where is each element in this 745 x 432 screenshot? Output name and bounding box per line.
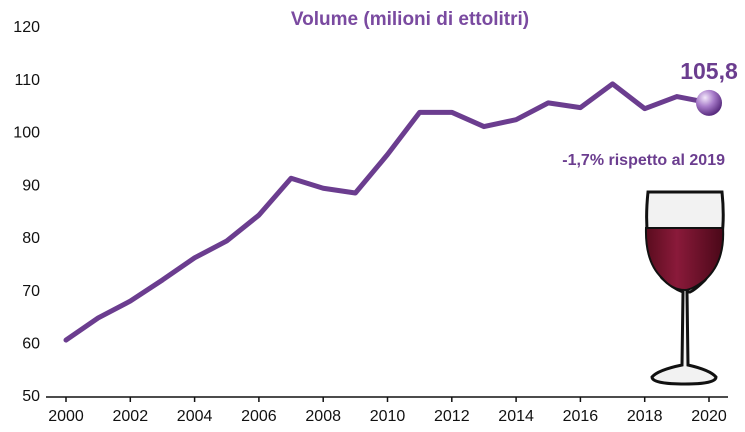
wine-glass bbox=[644, 190, 725, 386]
x-tick-label: 2004 bbox=[177, 408, 213, 425]
y-tick-label: 60 bbox=[22, 336, 40, 353]
x-tick-label: 2020 bbox=[691, 408, 727, 425]
x-tick-label: 2002 bbox=[113, 408, 149, 425]
y-tick-label: 50 bbox=[22, 388, 40, 405]
chart-title: Volume (milioni di ettolitri) bbox=[291, 9, 529, 30]
x-tick-label: 2000 bbox=[48, 408, 84, 425]
y-tick-label: 110 bbox=[14, 72, 40, 89]
x-tick-label: 2006 bbox=[241, 408, 277, 425]
y-tick-label: 120 bbox=[13, 19, 40, 36]
annotation: -1,7% rispetto al 2019 bbox=[562, 152, 725, 169]
y-tick-label: 70 bbox=[22, 283, 40, 300]
x-tick-label: 2008 bbox=[305, 408, 341, 425]
value-label: 105,8 bbox=[680, 58, 738, 84]
x-tick-label: 2012 bbox=[434, 408, 470, 425]
y-tick-label: 90 bbox=[22, 177, 40, 194]
x-tick-label: 2014 bbox=[498, 408, 534, 425]
y-tick-label: 100 bbox=[13, 125, 40, 142]
point-marker bbox=[696, 89, 722, 116]
line bbox=[63, 81, 712, 343]
x-tick-label: 2016 bbox=[563, 408, 599, 425]
x-tick-label: 2010 bbox=[370, 408, 406, 425]
x-tick-label: 2018 bbox=[627, 408, 663, 425]
y-tick-label: 80 bbox=[22, 230, 40, 247]
